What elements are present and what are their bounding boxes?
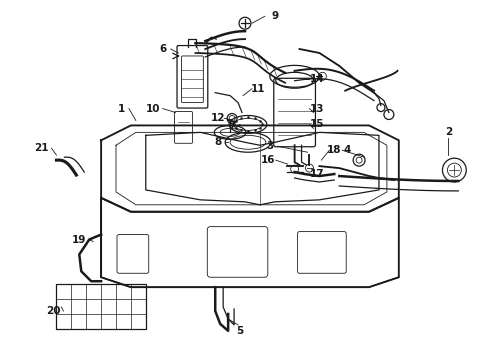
Text: 10: 10 xyxy=(146,104,160,113)
Text: 21: 21 xyxy=(34,143,49,153)
Text: 17: 17 xyxy=(310,169,325,179)
Text: 13: 13 xyxy=(310,104,325,113)
Text: 7: 7 xyxy=(228,121,236,131)
Text: 1: 1 xyxy=(117,104,124,113)
Text: 12: 12 xyxy=(211,113,225,123)
Text: 14: 14 xyxy=(310,74,325,84)
Text: 18: 18 xyxy=(327,145,342,155)
Text: 4: 4 xyxy=(343,145,351,155)
Text: 5: 5 xyxy=(236,326,244,336)
Text: 2: 2 xyxy=(445,127,452,138)
Text: 15: 15 xyxy=(310,120,325,130)
Text: 8: 8 xyxy=(215,137,222,147)
Text: 19: 19 xyxy=(72,234,86,244)
Text: 20: 20 xyxy=(46,306,61,316)
Text: 3: 3 xyxy=(266,141,273,151)
Text: 9: 9 xyxy=(271,11,278,21)
Text: 16: 16 xyxy=(261,155,275,165)
Bar xyxy=(56,284,146,329)
Text: 6: 6 xyxy=(159,44,166,54)
Text: 11: 11 xyxy=(251,84,265,94)
